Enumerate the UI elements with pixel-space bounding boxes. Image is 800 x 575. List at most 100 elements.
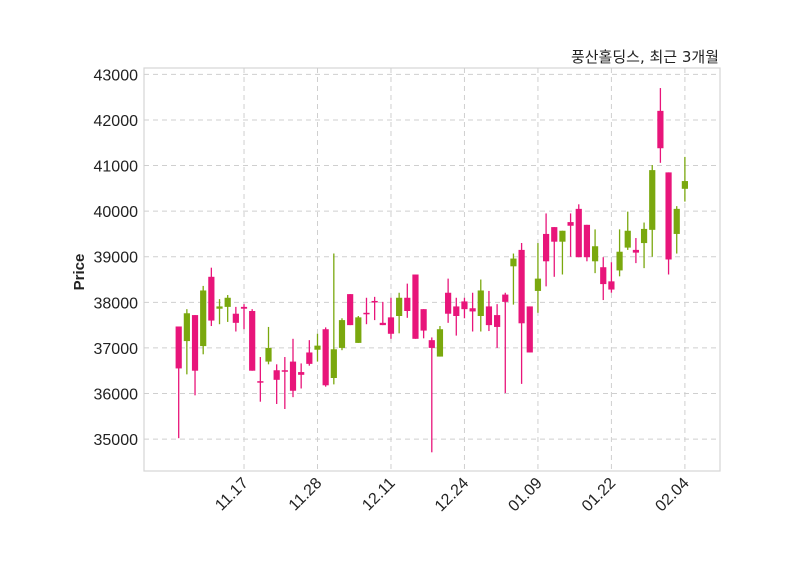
candle-down: [608, 262, 615, 293]
candle-up: [224, 295, 231, 322]
candle-up: [330, 253, 337, 385]
x-tick-labels: 11.17 11.28 12.11 12.24 01.09 01.22 02.04: [212, 475, 692, 515]
candle-down: [469, 292, 476, 332]
candles: [175, 88, 688, 453]
candle-down: [240, 304, 248, 330]
candle-down: [494, 304, 501, 348]
candle-down: [281, 357, 288, 409]
candle-body: [191, 315, 199, 371]
candle-body: [526, 306, 533, 353]
candle-body: [649, 170, 656, 230]
candle-down: [191, 315, 199, 396]
candle-body: [379, 322, 386, 326]
candle-down: [387, 297, 395, 339]
x-tick-label: 01.22: [579, 475, 619, 515]
candle-body: [306, 352, 313, 364]
candle-body: [494, 315, 501, 327]
candle-body: [208, 276, 215, 321]
candle-down: [445, 278, 452, 323]
candle-up: [510, 253, 517, 305]
candle-up: [681, 156, 688, 202]
candle-body: [347, 294, 354, 326]
candle-body: [608, 281, 615, 290]
candle-body: [298, 372, 305, 375]
candle-body: [371, 300, 378, 303]
candle-down: [453, 297, 460, 336]
candle-down: [379, 301, 386, 326]
candle-body: [322, 329, 329, 386]
y-tick-label: 36000: [94, 387, 139, 404]
candle-body: [453, 306, 460, 316]
y-tick-label: 39000: [94, 250, 139, 267]
candle-up: [338, 318, 346, 351]
candle-body: [567, 222, 574, 226]
candle-down: [485, 290, 493, 332]
candle-down: [665, 172, 672, 275]
candle-down: [208, 267, 215, 327]
candle-up: [616, 229, 623, 277]
candle-body: [183, 313, 190, 342]
candle-body: [314, 345, 321, 350]
candle-body: [542, 233, 550, 262]
candle-down: [600, 257, 607, 301]
candle-down: [632, 238, 640, 264]
candle-down: [249, 309, 256, 371]
candle-down: [575, 204, 582, 258]
candle-body: [175, 326, 182, 369]
candle-down: [322, 327, 329, 387]
candle-up: [591, 229, 599, 274]
chart-title: 풍산홀딩스, 최근 3개월: [571, 48, 719, 66]
candle-down: [257, 357, 264, 402]
x-tick-label: 12.24: [432, 475, 472, 515]
candle-body: [224, 297, 231, 307]
candle-up: [624, 211, 631, 250]
candle-down: [502, 292, 509, 394]
candle-body: [673, 208, 680, 234]
candle-up: [355, 316, 362, 343]
candle-up: [640, 222, 648, 269]
candle-down: [232, 306, 239, 332]
candle-down: [363, 297, 370, 325]
candle-body: [477, 290, 484, 316]
candle-body: [240, 306, 248, 309]
candle-body: [624, 230, 631, 248]
y-tick-label: 42000: [94, 113, 139, 130]
candle-down: [273, 364, 280, 404]
candle-body: [436, 329, 444, 357]
candle-body: [632, 249, 640, 253]
candle-down: [567, 213, 574, 257]
candle-body: [216, 306, 223, 309]
candle-body: [485, 306, 493, 326]
candle-up: [673, 206, 680, 254]
candle-up: [216, 299, 223, 325]
candle-down: [583, 224, 591, 262]
candle-body: [428, 340, 435, 348]
candle-body: [396, 297, 403, 316]
candle-body: [591, 246, 599, 262]
candle-body: [575, 208, 582, 258]
candle-body: [583, 224, 591, 258]
candle-body: [387, 317, 395, 334]
candle-down: [526, 306, 533, 353]
candle-up: [396, 292, 403, 334]
candle-up: [436, 326, 444, 357]
candle-body: [249, 310, 256, 371]
y-tick-label: 40000: [94, 204, 139, 221]
candle-down: [518, 243, 525, 384]
y-tick-label: 35000: [94, 432, 139, 449]
candle-body: [616, 251, 623, 271]
y-tick-label: 38000: [94, 295, 139, 312]
candle-up: [477, 279, 484, 332]
candle-down: [347, 294, 354, 326]
x-tick-label: 12.11: [359, 475, 399, 515]
candle-down: [298, 363, 305, 389]
candle-down: [657, 88, 664, 163]
candle-down: [306, 340, 313, 366]
candle-body: [445, 292, 452, 314]
candle-down: [542, 213, 550, 287]
candle-down: [404, 283, 411, 318]
candle-body: [281, 370, 288, 372]
candle-body: [420, 309, 427, 331]
candle-body: [518, 249, 525, 324]
candle-up: [200, 285, 207, 355]
